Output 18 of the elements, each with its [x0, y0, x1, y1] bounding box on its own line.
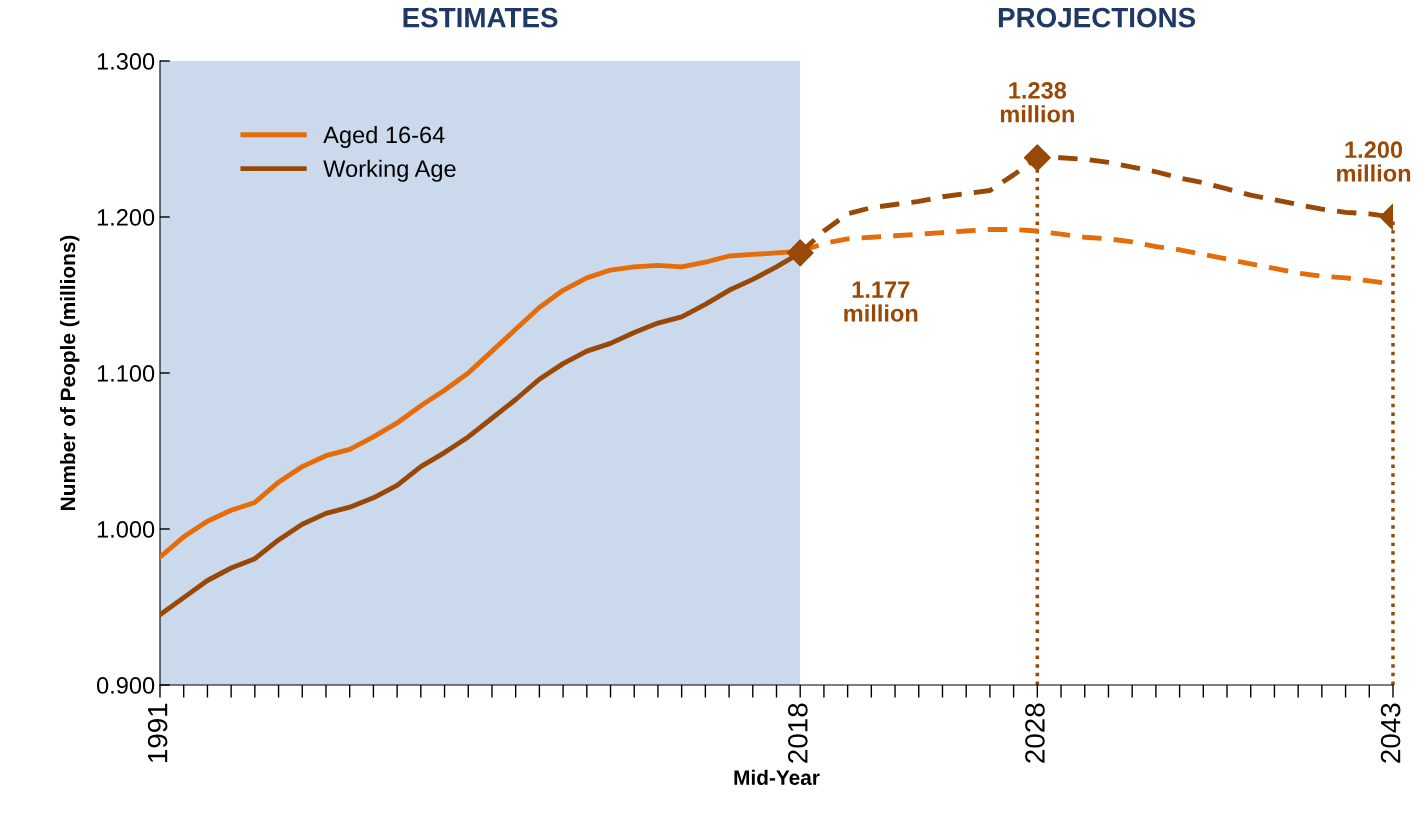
legend-label: Aged 16-64 — [323, 125, 445, 148]
annotation: 1.200 million — [1337, 141, 1411, 182]
y-tick-label: 1.200 — [97, 209, 155, 226]
x-tick-label: 1991 — [147, 703, 168, 763]
band-label: ESTIMATES — [403, 7, 558, 28]
y-axis-title: Number of People (millions) — [59, 235, 80, 510]
y-tick-label: 1.300 — [97, 53, 155, 70]
y-tick-label: 1.000 — [97, 521, 155, 538]
x-tick-label: 2043 — [1380, 703, 1401, 763]
y-tick-label: 0.900 — [96, 677, 155, 694]
y-tick-label: 1.100 — [97, 365, 155, 382]
band-label: PROJECTIONS — [998, 7, 1196, 28]
annotation: 1.177 million — [844, 281, 918, 322]
x-tick-label: 2018 — [788, 703, 808, 763]
x-axis-title: Mid-Year — [734, 769, 820, 786]
legend-label: Working Age — [323, 159, 456, 182]
annotation: 1.238 million — [1000, 82, 1074, 123]
x-tick-label: 2028 — [1025, 703, 1045, 763]
